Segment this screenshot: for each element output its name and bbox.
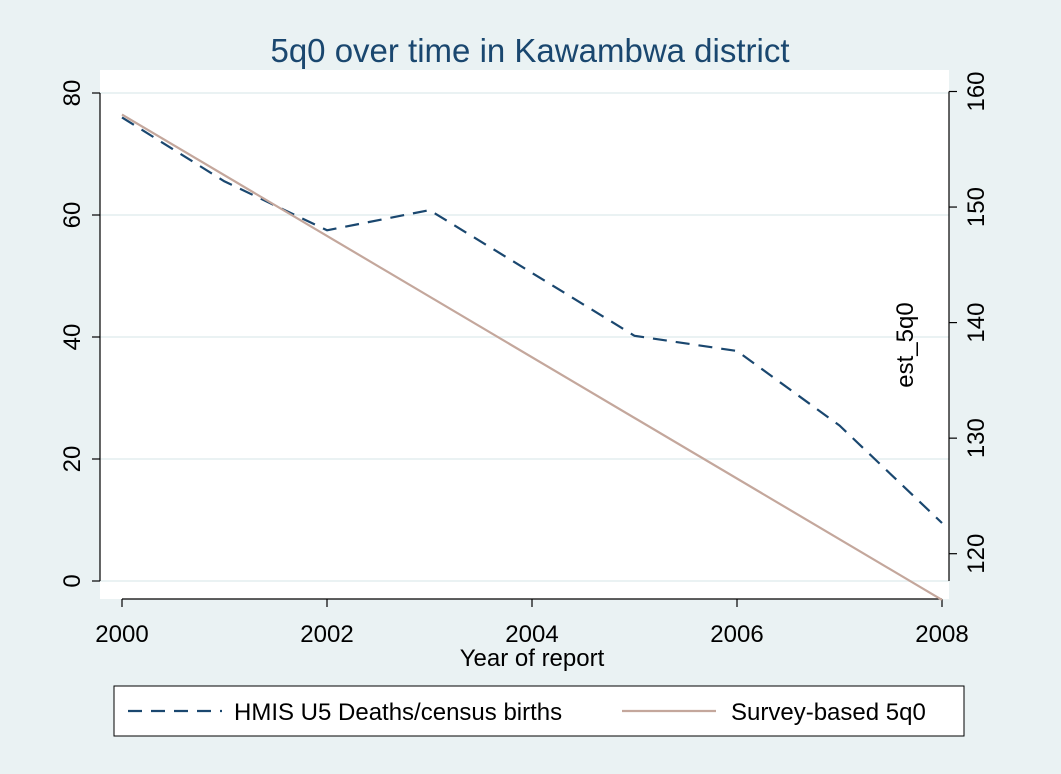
y-left-tick-label: 40 <box>59 324 86 351</box>
chart-title: 5q0 over time in Kawambwa district <box>270 32 789 69</box>
y-left-tick-label: 0 <box>59 574 86 587</box>
y-right-tick-label: 160 <box>963 71 990 111</box>
legend-label-hmis: HMIS U5 Deaths/census births <box>234 699 562 726</box>
y-axis-right-label: est_5q0 <box>892 302 919 387</box>
legend-label-survey: Survey-based 5q0 <box>731 699 926 726</box>
x-tick-label: 2002 <box>300 621 353 648</box>
y-left-tick-label: 20 <box>59 446 86 473</box>
legend-box <box>113 685 965 737</box>
x-axis-label: Year of report <box>460 645 605 672</box>
x-tick-label: 2004 <box>505 621 558 648</box>
y-left-tick-label: 60 <box>59 202 86 229</box>
y-right-tick-label: 130 <box>963 418 990 458</box>
y-right-tick-label: 120 <box>963 534 990 574</box>
series-line-hmis <box>121 116 943 524</box>
y-right-tick-label: 140 <box>963 303 990 343</box>
legend: HMIS U5 Deaths/census births Survey-base… <box>113 685 965 737</box>
plot-area <box>100 70 949 599</box>
x-tick-label: 2006 <box>710 621 763 648</box>
y-right-tick-label: 150 <box>963 187 990 227</box>
y-left-tick-label: 80 <box>59 80 86 107</box>
x-tick-label: 2008 <box>915 621 968 648</box>
series-line-survey <box>121 113 943 601</box>
x-tick-label: 2000 <box>95 621 148 648</box>
